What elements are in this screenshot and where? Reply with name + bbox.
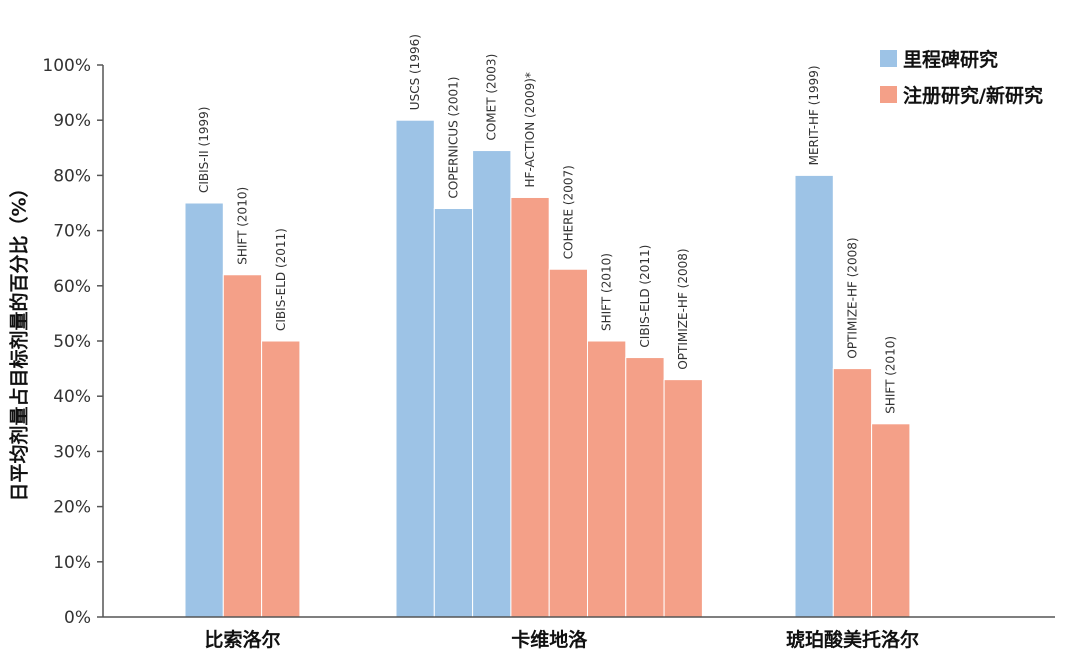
- bar: [587, 340, 627, 618]
- y-tick-label: 80%: [53, 166, 91, 186]
- bar-label: OPTIMIZE-HF (2008): [676, 248, 690, 369]
- bar: [625, 357, 665, 618]
- bar-label: CIBIS-ELD (2011): [638, 245, 652, 348]
- bar-label: USCS (1996): [408, 34, 422, 110]
- bar: [222, 274, 263, 618]
- bar: [395, 119, 435, 618]
- bar: [510, 196, 550, 618]
- y-tick-label: 0%: [64, 608, 91, 628]
- bars: [103, 119, 1055, 618]
- y-tick-label: 90%: [53, 111, 91, 131]
- bar: [794, 174, 834, 618]
- legend-swatch: [880, 50, 897, 67]
- bar-label: SHIFT (2010): [600, 253, 614, 331]
- y-tick-label: 30%: [53, 442, 91, 462]
- bar: [832, 368, 873, 618]
- bar-label: COPERNICUS (2001): [446, 77, 460, 199]
- x-category-label: 琥珀酸美托洛尔: [786, 628, 919, 651]
- bar: [184, 202, 224, 618]
- y-tick-label: 70%: [53, 222, 91, 242]
- bar: [871, 423, 911, 618]
- legend-swatch: [880, 86, 897, 103]
- bar-labels: CIBIS-II (1999) SHIFT (2010) CIBIS-ELD (20…: [197, 34, 898, 414]
- y-axis: 0% 10% 20% 30% 40% 50% 60% 70% 80% 90% 100%: [42, 56, 104, 628]
- legend-label: 注册研究/新研究: [903, 84, 1043, 107]
- y-axis-title: 日平均剂量占目标剂量的百分比（%）: [8, 178, 31, 501]
- bar-label: CIBIS-ELD (2011): [274, 228, 288, 331]
- bar: [261, 340, 301, 618]
- x-category-label: 比索洛尔: [204, 628, 280, 651]
- bar: [663, 379, 703, 618]
- bar: [548, 268, 589, 618]
- bar-label: COMET (2003): [485, 54, 499, 141]
- group-labels: 比索洛尔 卡维地洛 琥珀酸美托洛尔: [204, 628, 919, 651]
- y-tick-label: 60%: [53, 277, 91, 297]
- bar: [433, 208, 474, 618]
- y-tick-label: 10%: [53, 553, 91, 573]
- bar-label: OPTIMIZE-HF (2008): [845, 237, 859, 358]
- legend-label: 里程碑研究: [903, 48, 998, 71]
- x-category-label: 卡维地洛: [511, 628, 588, 651]
- bar-label: HF-ACTION (2009)*: [523, 72, 537, 187]
- bar-label: CIBIS-II (1999): [197, 107, 211, 193]
- bar-label: MERIT-HF (1999): [807, 65, 821, 165]
- y-tick-label: 100%: [42, 56, 91, 76]
- y-tick-label: 20%: [53, 498, 91, 518]
- bar-label: SHIFT (2010): [884, 336, 898, 414]
- y-tick-label: 50%: [53, 332, 91, 352]
- y-tick-label: 40%: [53, 387, 91, 407]
- bar: [472, 150, 512, 618]
- bar-label: COHERE (2007): [561, 165, 575, 259]
- bar-label: SHIFT (2010): [235, 187, 249, 265]
